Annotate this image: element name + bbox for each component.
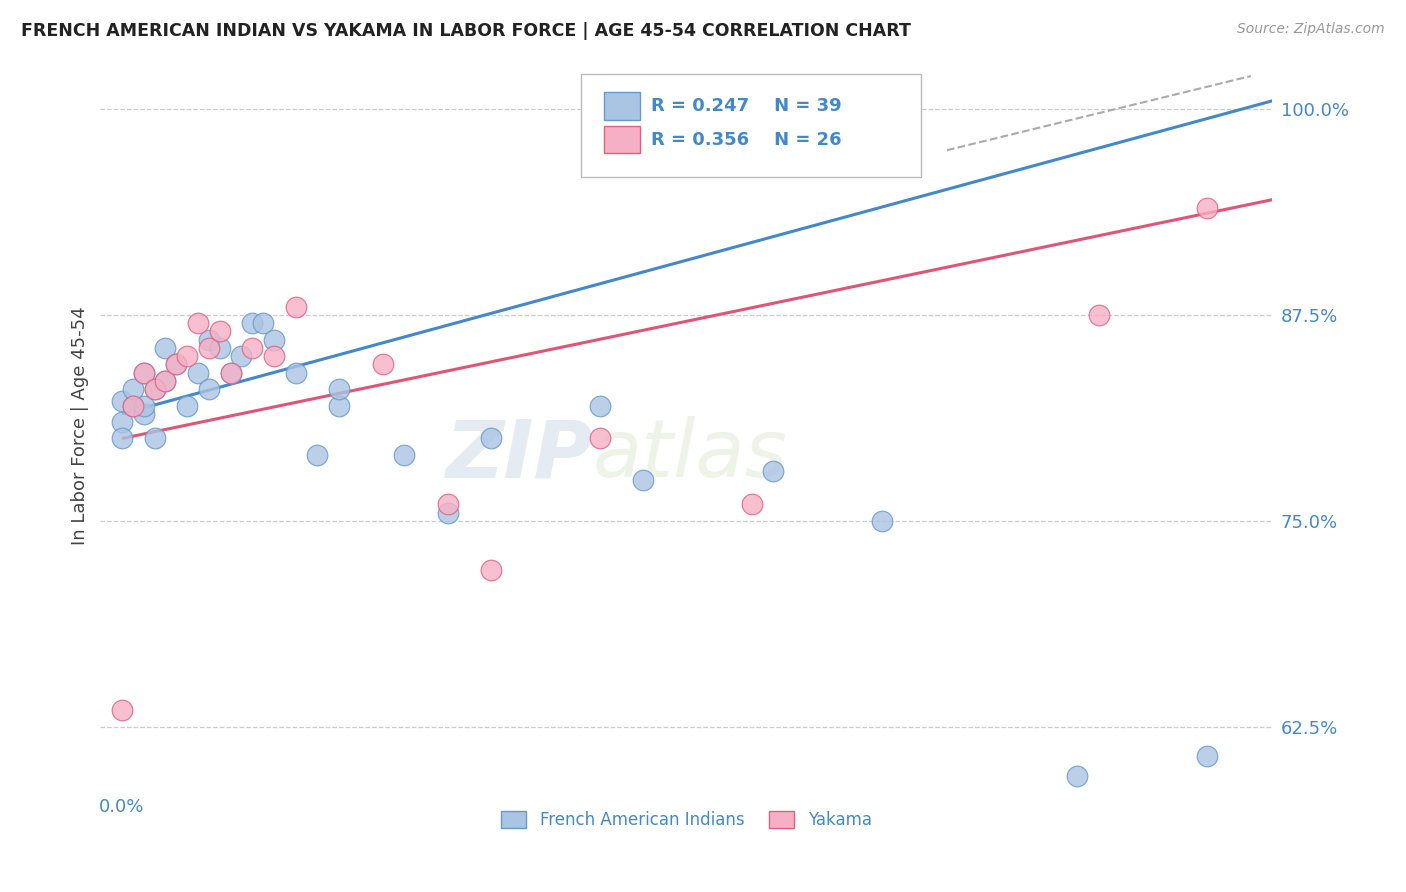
Point: [284, 300, 307, 314]
Point: [240, 341, 263, 355]
Point: [371, 357, 394, 371]
Point: [132, 366, 155, 380]
Text: atlas: atlas: [593, 417, 787, 494]
Point: [111, 432, 134, 446]
Point: [198, 382, 221, 396]
Point: [240, 316, 263, 330]
Point: [165, 357, 187, 371]
Point: [1197, 749, 1219, 764]
Text: FRENCH AMERICAN INDIAN VS YAKAMA IN LABOR FORCE | AGE 45-54 CORRELATION CHART: FRENCH AMERICAN INDIAN VS YAKAMA IN LABO…: [21, 22, 911, 40]
Point: [132, 399, 155, 413]
Point: [479, 432, 502, 446]
Point: [328, 382, 350, 396]
Text: Source: ZipAtlas.com: Source: ZipAtlas.com: [1237, 22, 1385, 37]
Point: [122, 399, 145, 413]
Point: [762, 465, 785, 479]
Point: [1066, 769, 1088, 783]
Point: [111, 703, 134, 717]
Point: [219, 366, 242, 380]
Point: [187, 366, 209, 380]
Point: [219, 366, 242, 380]
Point: [122, 399, 145, 413]
Point: [263, 333, 285, 347]
Point: [198, 333, 221, 347]
Point: [143, 382, 166, 396]
Point: [132, 366, 155, 380]
Point: [111, 393, 134, 408]
Point: [143, 382, 166, 396]
Point: [252, 316, 274, 330]
Text: R = 0.356    N = 26: R = 0.356 N = 26: [651, 130, 842, 148]
Point: [436, 506, 458, 520]
Point: [187, 316, 209, 330]
Point: [263, 349, 285, 363]
Point: [284, 366, 307, 380]
Y-axis label: In Labor Force | Age 45-54: In Labor Force | Age 45-54: [72, 307, 89, 545]
Text: ZIP: ZIP: [446, 417, 593, 494]
Point: [208, 341, 231, 355]
FancyBboxPatch shape: [605, 92, 640, 120]
Legend: French American Indians, Yakama: French American Indians, Yakama: [495, 804, 879, 836]
Point: [870, 514, 893, 528]
Point: [208, 325, 231, 339]
Point: [394, 448, 416, 462]
Point: [1088, 308, 1111, 322]
Point: [1197, 201, 1219, 215]
Point: [436, 497, 458, 511]
Point: [111, 415, 134, 429]
Point: [741, 497, 763, 511]
Point: [198, 341, 221, 355]
Point: [155, 341, 177, 355]
Point: [176, 399, 198, 413]
Point: [631, 473, 654, 487]
Text: R = 0.247    N = 39: R = 0.247 N = 39: [651, 97, 842, 115]
Point: [165, 357, 187, 371]
Point: [143, 432, 166, 446]
Point: [176, 349, 198, 363]
Point: [307, 448, 329, 462]
Point: [231, 349, 253, 363]
Point: [155, 374, 177, 388]
Point: [588, 399, 610, 413]
FancyBboxPatch shape: [605, 126, 640, 153]
Point: [132, 407, 155, 421]
Point: [328, 399, 350, 413]
Point: [479, 563, 502, 577]
Point: [588, 432, 610, 446]
FancyBboxPatch shape: [581, 74, 921, 177]
Point: [155, 374, 177, 388]
Point: [122, 382, 145, 396]
